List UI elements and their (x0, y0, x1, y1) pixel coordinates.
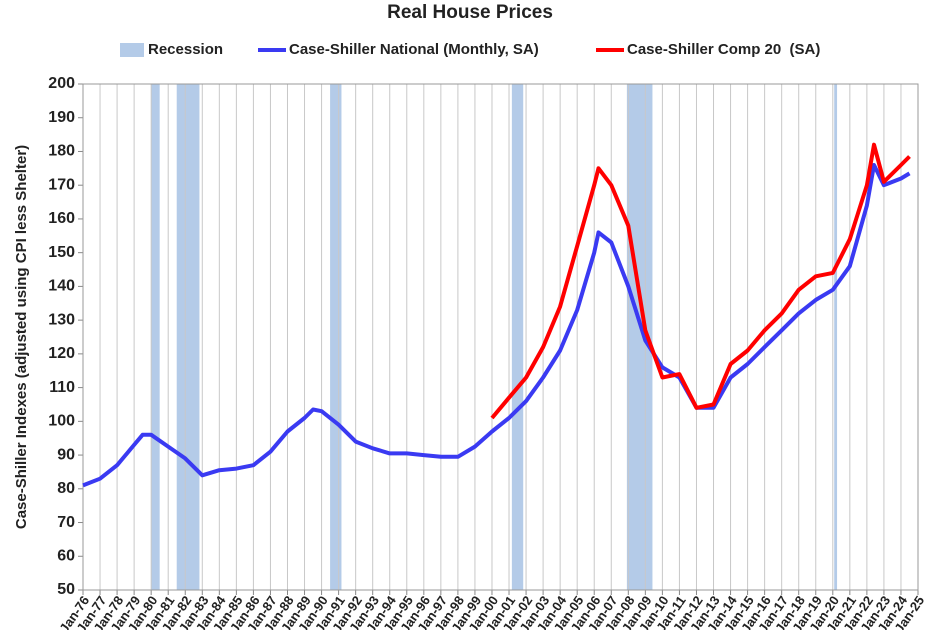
y-tick-label: 110 (49, 379, 75, 396)
series-line (82, 163, 911, 488)
y-tick-label: 100 (48, 413, 75, 430)
recession-band (176, 84, 200, 590)
series-line (490, 142, 911, 420)
legend-label: Case-Shiller National (Monthly, SA) (289, 41, 539, 58)
y-tick-label: 190 (48, 109, 75, 126)
legend-label: Recession (148, 41, 223, 58)
legend-label: Case-Shiller Comp 20 (SA) (627, 41, 820, 58)
y-tick-label: 60 (57, 547, 75, 564)
y-tick-label: 70 (57, 514, 75, 531)
recession-band (151, 84, 160, 590)
recession-band (511, 84, 524, 590)
y-tick-label: 90 (57, 446, 75, 463)
chart-title: Real House Prices (387, 2, 553, 23)
y-tick-label: 170 (48, 176, 75, 193)
y-tick-label: 140 (48, 278, 75, 295)
y-tick-label: 50 (57, 581, 75, 598)
y-axis-label: Case-Shiller Indexes (adjusted using CPI… (13, 145, 30, 529)
y-tick-label: 160 (48, 210, 75, 227)
y-tick-label: 180 (48, 143, 75, 160)
recession-band (330, 84, 342, 590)
legend-swatch (120, 43, 144, 57)
y-tick-label: 150 (48, 244, 75, 261)
y-tick-label: 200 (48, 75, 75, 92)
y-tick-label: 120 (48, 345, 75, 362)
plot-border (82, 83, 919, 591)
recession-band (834, 84, 838, 590)
y-tick-label: 80 (57, 480, 75, 497)
y-tick-label: 130 (48, 311, 75, 328)
